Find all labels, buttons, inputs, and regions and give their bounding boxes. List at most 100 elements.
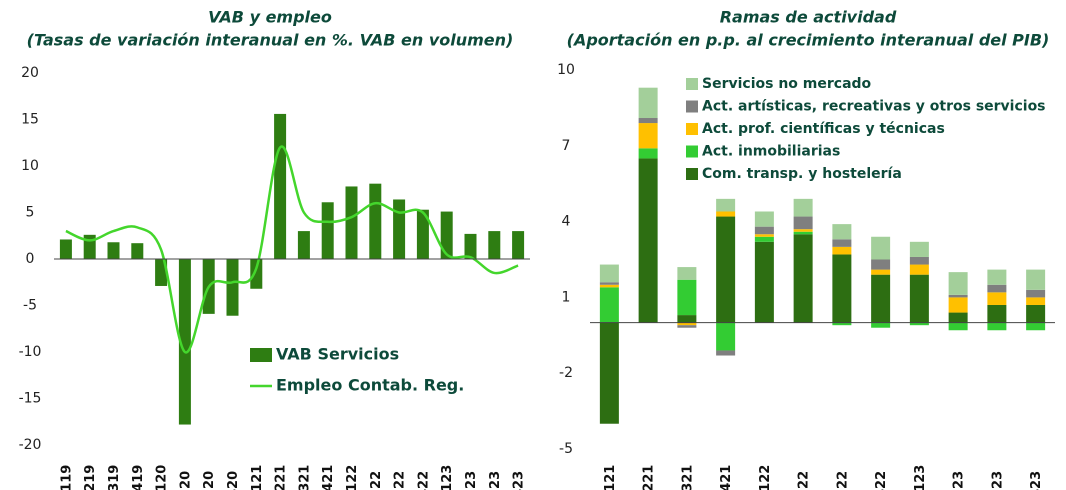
bar-segment — [754, 236, 774, 242]
chart-subtitle: (Aportación en p.p. al crecimiento inter… — [567, 31, 1050, 50]
bar-segment — [793, 234, 813, 323]
x-tick-label: t119 — [59, 465, 74, 490]
bar — [59, 239, 72, 259]
x-tick-label: t123 — [440, 465, 455, 490]
bar — [250, 259, 263, 289]
bar-segment — [716, 211, 736, 217]
bar-segment — [1026, 322, 1046, 331]
legend-label: Act. inmobiliarias — [702, 144, 840, 160]
x-tick-label: t221 — [274, 465, 289, 490]
chart-subtitle: (Tasas de variación interanual en %. VAB… — [27, 31, 514, 50]
bar-segment — [832, 224, 852, 240]
bar — [345, 186, 358, 259]
bar — [321, 202, 334, 259]
y-tick-label: 7 — [562, 138, 571, 154]
bar-segment — [638, 158, 658, 323]
x-tick-label: t319 — [107, 465, 122, 490]
bar — [131, 243, 144, 259]
legend-swatch — [686, 123, 698, 135]
bar-segment — [948, 294, 968, 298]
bar-segment — [638, 148, 658, 159]
bar-segment — [1026, 289, 1046, 298]
bar-segment — [754, 234, 774, 237]
bar-segment — [909, 256, 929, 265]
bar-segment — [871, 259, 891, 270]
y-tick-label: -15 — [19, 391, 42, 407]
bar — [416, 209, 429, 259]
y-tick-label: 15 — [21, 112, 39, 128]
bar-segment — [832, 254, 852, 323]
legend-label: VAB Servicios — [276, 345, 399, 364]
line — [65, 145, 519, 354]
bar-segment — [948, 312, 968, 323]
x-tick-label: t321 — [297, 465, 312, 490]
x-tick-label: 422 — [416, 471, 431, 490]
bar-segment — [987, 269, 1007, 285]
bar-segment — [948, 322, 968, 331]
x-tick-label: t121 — [250, 465, 265, 490]
bar-segment — [832, 239, 852, 247]
x-tick-label: 220 — [178, 471, 193, 490]
bar-segment — [987, 284, 1007, 293]
bar-segment — [793, 216, 813, 230]
bar — [297, 231, 310, 259]
bar-segment — [987, 322, 1007, 331]
y-tick-label: 4 — [562, 214, 571, 230]
bar-segment — [599, 322, 619, 424]
legend-label: Act. prof. científicas y técnicas — [702, 121, 945, 137]
x-tick-label: t121 — [603, 465, 618, 490]
y-tick-label: -2 — [559, 365, 573, 381]
x-tick-label: t221 — [642, 465, 657, 490]
bar — [464, 233, 477, 259]
bar-segment — [948, 272, 968, 295]
x-tick-label: t122 — [758, 465, 773, 490]
bar-segment — [677, 315, 697, 323]
x-tick-label: 223 — [952, 471, 967, 490]
bar-segment — [793, 229, 813, 232]
x-tick-label: 322 — [393, 471, 408, 490]
x-tick-label: t219 — [83, 465, 98, 490]
bar-segment — [909, 274, 929, 323]
bar-segment — [987, 292, 1007, 305]
legend-swatch — [250, 348, 272, 362]
y-tick-label: 10 — [21, 158, 39, 174]
bar-segment — [871, 274, 891, 323]
legend-swatch — [686, 100, 698, 113]
chart-title: Ramas de actividad — [720, 8, 897, 27]
bar-segment — [677, 325, 697, 328]
x-tick-label: t421 — [321, 465, 336, 490]
bar-segment — [832, 246, 852, 255]
bar-segment — [716, 350, 736, 356]
y-tick-label: 5 — [26, 205, 35, 221]
bar-segment — [871, 322, 891, 328]
bar-segment — [677, 267, 697, 280]
bar-segment — [638, 87, 658, 119]
bar-segment — [871, 236, 891, 260]
legend-label: Servicios no mercado — [702, 76, 872, 92]
x-tick-label: 423 — [1029, 471, 1044, 490]
bar-segment — [754, 211, 774, 227]
x-tick-label: t123 — [913, 465, 928, 490]
y-tick-label: -10 — [19, 344, 42, 360]
y-tick-label: 20 — [21, 65, 39, 81]
x-tick-label: 320 — [202, 471, 217, 490]
y-tick-label: 0 — [26, 251, 35, 267]
bar-segment — [716, 198, 736, 212]
bar-segment — [716, 322, 736, 351]
bar — [274, 113, 287, 259]
legend-label: Empleo Contab. Reg. — [276, 376, 464, 395]
bar-segment — [599, 282, 619, 285]
bar-segment — [1026, 297, 1046, 305]
y-tick-label: 1 — [562, 289, 571, 305]
x-tick-label: t122 — [345, 465, 360, 490]
x-tick-label: 222 — [369, 471, 384, 490]
bar-segment — [793, 231, 813, 235]
bar-segment — [909, 241, 929, 257]
x-tick-label: 420 — [226, 471, 241, 490]
legend-swatch — [686, 168, 698, 180]
bar-segment — [677, 279, 697, 316]
x-tick-label: 222 — [797, 471, 812, 490]
bar-segment — [871, 269, 891, 275]
y-tick-label: 10 — [557, 62, 575, 78]
